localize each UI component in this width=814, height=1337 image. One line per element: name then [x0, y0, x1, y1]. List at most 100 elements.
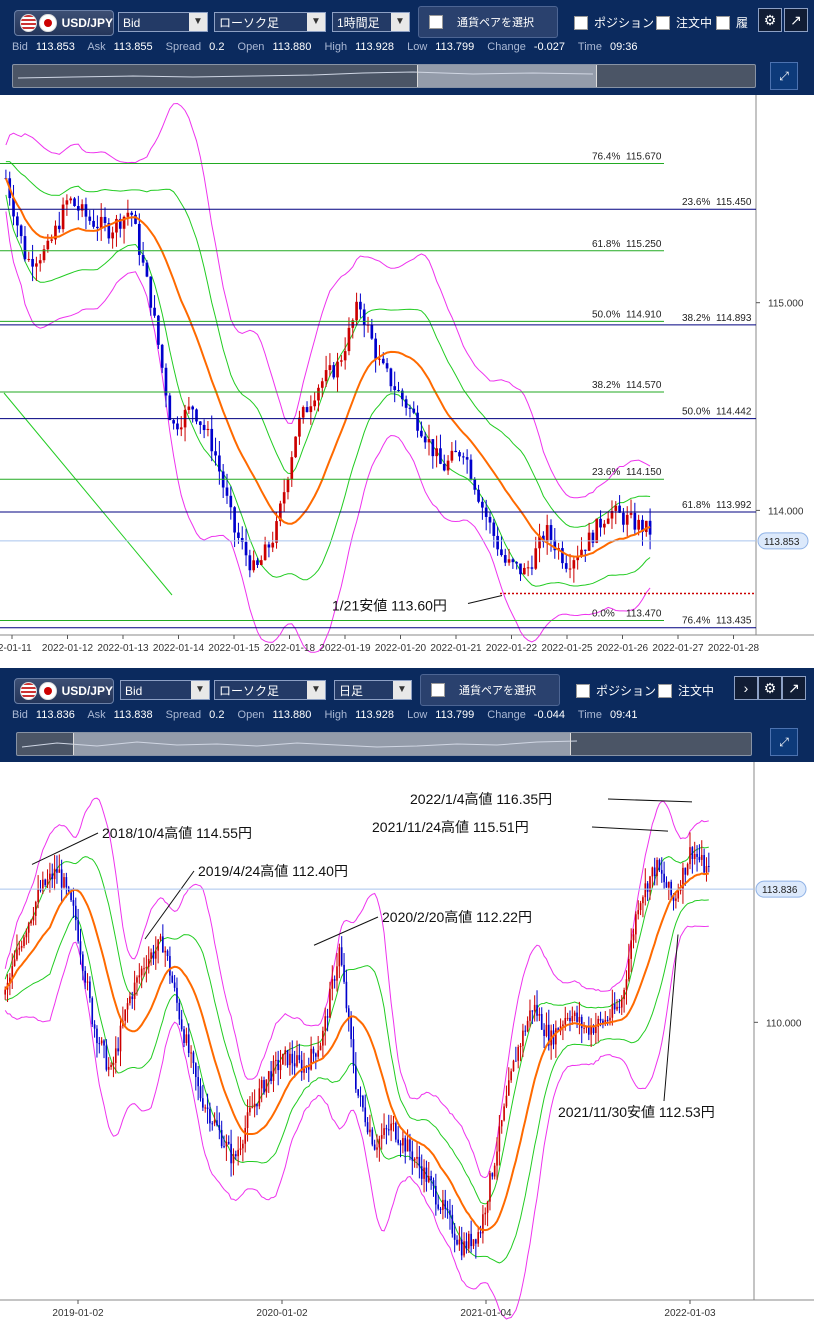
candle-body: [572, 560, 576, 569]
x-tick-label: 2022-01-18: [264, 643, 316, 654]
candle-body: [126, 1003, 129, 1010]
select-pair-label: 通貨ペアを選択: [459, 685, 536, 697]
candle-body: [240, 537, 244, 542]
candle-body: [162, 936, 164, 953]
x-tick-label: 2022-01-20: [375, 643, 427, 654]
select-pair-button[interactable]: 通貨ペアを選択: [420, 674, 560, 706]
price-type-select[interactable]: Bid ▼: [120, 680, 210, 700]
fib-green-percent: 38.2%: [592, 380, 620, 391]
candle-body: [616, 1006, 618, 1010]
candle-body: [54, 225, 57, 240]
candle-body: [564, 1017, 567, 1025]
candle-body: [549, 525, 553, 540]
gear-icon[interactable]: ⚙: [758, 8, 782, 32]
ask-value: 113.838: [113, 709, 153, 721]
navigator-strip[interactable]: [16, 732, 752, 756]
orders-toggle[interactable]: 注文中: [656, 14, 712, 31]
fib-blue-value: 115.450: [716, 197, 752, 208]
candle-body: [635, 914, 637, 935]
candle-body: [675, 898, 677, 901]
candle-body: [145, 967, 148, 969]
candle-body: [122, 216, 126, 229]
currency-pair-button[interactable]: USD/JPY: [14, 10, 114, 36]
candle-body: [610, 510, 614, 519]
change-value: -0.027: [533, 41, 566, 53]
price-type-select[interactable]: Bid ▼: [118, 12, 208, 32]
candle-body: [383, 1128, 385, 1136]
candle-body: [317, 387, 320, 401]
positions-toggle[interactable]: ポジション: [576, 682, 656, 699]
current-price-label: 113.853: [764, 537, 800, 548]
candle-body: [500, 549, 503, 556]
candle-body: [397, 1139, 400, 1144]
candle-body: [291, 1053, 294, 1064]
history-toggle[interactable]: 履: [716, 14, 748, 31]
candle-body: [449, 1210, 451, 1215]
candle-body: [705, 866, 708, 873]
x-tick-label: 2022-01-19: [319, 643, 371, 654]
popout-icon[interactable]: ↗: [782, 676, 806, 700]
navigator-strip[interactable]: [12, 64, 756, 88]
candle-body: [446, 1209, 449, 1211]
fib-green-value: 114.570: [626, 380, 662, 391]
candle-body: [552, 1030, 555, 1045]
candle-body: [362, 309, 366, 325]
positions-toggle[interactable]: ポジション: [574, 14, 654, 31]
chevron-down-icon: ▼: [307, 681, 325, 699]
orders-toggle[interactable]: 注文中: [658, 682, 714, 699]
navigator-window[interactable]: [417, 65, 597, 87]
candle-body: [427, 439, 431, 443]
candle-body: [329, 988, 331, 1018]
chart-type-select[interactable]: ローソク足 ▼: [214, 12, 326, 32]
candle-body: [237, 532, 240, 538]
y-tick-label: 115.000: [768, 299, 804, 310]
candle-body: [23, 236, 27, 260]
bollinger-upper-2sigma: [4, 797, 709, 1179]
navigator-window[interactable]: [73, 733, 571, 755]
scroll-right-icon[interactable]: ›: [734, 676, 758, 700]
candle-body: [138, 975, 141, 978]
candle-body: [216, 1120, 218, 1126]
candle-body: [149, 276, 153, 308]
x-tick-label: 2022-01-28: [708, 643, 760, 654]
chevron-down-icon: ▼: [191, 681, 209, 699]
candle-body: [470, 1233, 472, 1247]
open-label: Open: [237, 709, 265, 721]
zoom-icon[interactable]: ⤢: [770, 728, 798, 756]
candle-body: [569, 1017, 571, 1022]
candle-body: [354, 1065, 357, 1090]
candle-body: [632, 934, 635, 941]
candle-body: [225, 1141, 228, 1147]
candle-body: [333, 979, 336, 981]
candle-body: [58, 869, 61, 873]
chart-type-select[interactable]: ローソク足 ▼: [214, 680, 326, 700]
gear-icon[interactable]: ⚙: [758, 676, 782, 700]
candle-body: [246, 1112, 249, 1128]
zoom-icon[interactable]: ⤢: [770, 62, 798, 90]
candle-body: [604, 1019, 607, 1025]
price-annotation: 2021/11/30安値 112.53円: [558, 1104, 715, 1120]
timeframe-select[interactable]: 1時間足 ▼: [332, 12, 410, 32]
candle-body: [319, 1045, 322, 1051]
candle-body: [420, 1166, 423, 1179]
candle-body: [322, 1030, 324, 1046]
us-flag-icon: [20, 14, 38, 32]
timeframe-select[interactable]: 日足 ▼: [334, 680, 412, 700]
navigator-sparkline: [17, 71, 594, 79]
candle-body: [178, 1002, 181, 1020]
candle-body: [524, 1030, 527, 1032]
select-pair-button[interactable]: 通貨ペアを選択: [418, 6, 558, 38]
pair-label: USD/JPY: [61, 684, 113, 698]
candle-body: [630, 940, 632, 959]
candle-body: [347, 327, 351, 352]
chart-type-value: ローソク足: [219, 16, 280, 30]
candle-body: [364, 1107, 367, 1123]
candle-body: [442, 1199, 444, 1210]
ask-value: 113.855: [113, 41, 153, 53]
candle-body: [362, 1095, 364, 1108]
candle-body: [573, 1012, 576, 1017]
candle-body: [152, 952, 155, 959]
candle-body: [437, 1204, 440, 1209]
currency-pair-button[interactable]: USD/JPY: [14, 678, 114, 704]
popout-icon[interactable]: ↗: [784, 8, 808, 32]
